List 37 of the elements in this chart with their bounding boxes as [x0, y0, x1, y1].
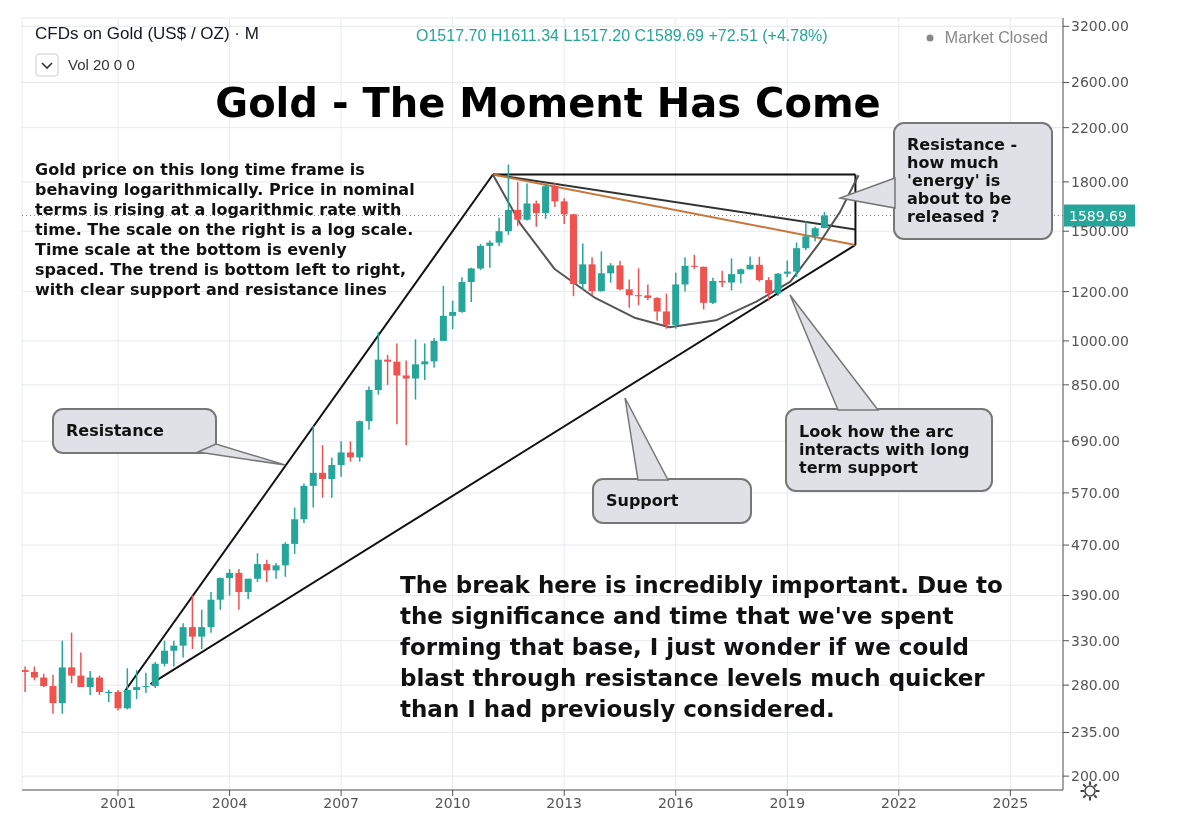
y-tick-label: 235.00	[1071, 724, 1120, 741]
y-tick-label: 2600.00	[1071, 74, 1129, 91]
chart-subtitle: CFDs on Gold (US$ / OZ) · M	[35, 24, 259, 44]
y-tick-label: 2200.00	[1071, 119, 1129, 136]
y-tick-label: 1500.00	[1071, 223, 1129, 240]
x-tick-label: 2007	[323, 794, 359, 811]
ref-line-label: 1589.69	[1069, 207, 1127, 224]
y-tick-label: 200.00	[1071, 768, 1120, 785]
annotation: The break here is incredibly important. Due to the significance and time that we've spent forming that base, I just wonder if we could blast through resistance levels much quicker than I had previously considered.	[400, 571, 1004, 724]
text: Gold - The Moment Has Come	[214, 80, 882, 126]
annotation: Support	[592, 478, 752, 524]
annotation: Resistance - how much 'energy' is about to be released ?	[893, 122, 1053, 240]
y-tick-label: 280.00	[1071, 677, 1120, 694]
y-tick-label: 470.00	[1071, 537, 1120, 554]
y-tick-label: 390.00	[1071, 587, 1120, 604]
x-tick-label: 2010	[434, 794, 471, 811]
annotation: O1517.70 H1611.34 L1517.20 C1589.69 +72.51 (+4.78%)	[416, 27, 828, 45]
annotation: Market Closed	[943, 29, 1048, 47]
annotation: Gold price on this long time frame is behaving logarithmically. Price in nominal terms is rising at a logarithmic rate with time. The scale on the right is a log scale. Time scale at the bottom is evenly spaced. The trend is bottom left to right, with clear support and resistance lines	[35, 160, 416, 300]
annotation: Look how the arc interacts with long term support	[785, 408, 993, 492]
x-tick-label: 2025	[992, 794, 1029, 811]
x-tick-label: 2004	[211, 794, 248, 811]
annotation: Resistance	[52, 408, 217, 454]
x-tick-label: 2022	[880, 794, 917, 811]
y-tick-label: 850.00	[1071, 376, 1120, 393]
x-tick-label: 2019	[769, 794, 806, 811]
y-tick-label: 330.00	[1071, 632, 1120, 649]
x-tick-label: 2013	[546, 794, 583, 811]
x-tick-label: 2016	[657, 794, 694, 811]
x-tick-label: 2001	[100, 794, 136, 811]
y-tick-label: 690.00	[1071, 433, 1120, 450]
y-tick-label: 3200.00	[1071, 18, 1129, 35]
annotation: Vol 20 0 0	[68, 56, 135, 73]
y-tick-label: 570.00	[1071, 484, 1120, 501]
y-tick-label: 1800.00	[1071, 173, 1129, 190]
y-tick-label: 1000.00	[1071, 332, 1129, 349]
y-tick-label: 1200.00	[1071, 283, 1129, 300]
